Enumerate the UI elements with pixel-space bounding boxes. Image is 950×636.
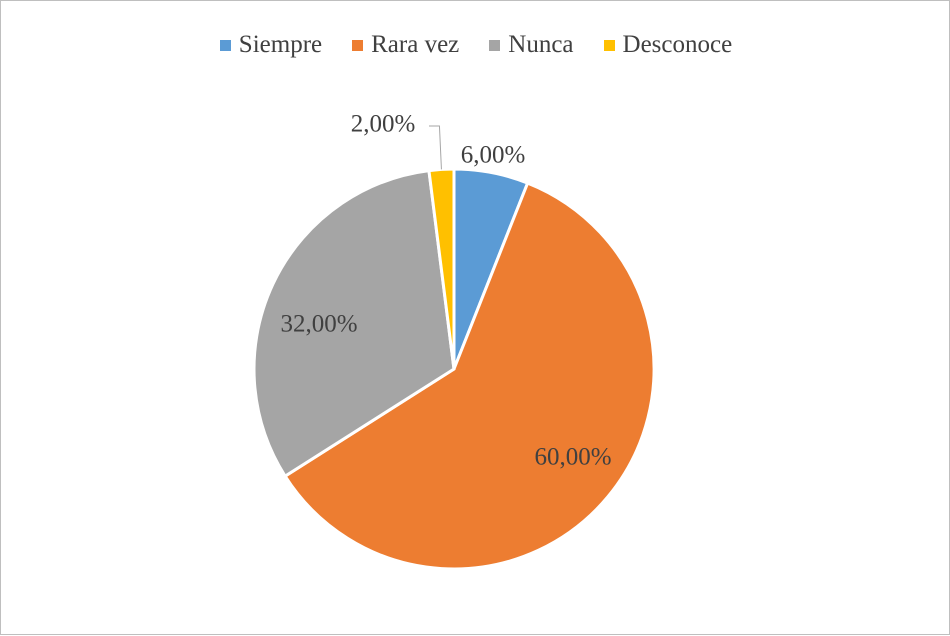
legend-label-siempre: Siempre — [238, 31, 323, 58]
leader-lines — [429, 125, 442, 170]
legend-label-desconoce: Desconoce — [622, 31, 733, 58]
pie-slice-nunca — [252, 168, 456, 479]
legend-item-desconoce: Desconoce — [603, 31, 733, 59]
legend-swatch-desconoce — [603, 39, 615, 51]
pie-slice-rara-vez — [283, 181, 656, 571]
legend-swatch-siempre — [219, 39, 231, 51]
pie-slices — [252, 167, 656, 571]
legend-item-nunca: Nunca — [489, 31, 574, 59]
data-label-siempre: 6,00% — [461, 142, 526, 169]
leader-line-desconoce — [429, 125, 442, 170]
data-labels: 6,00% 60,00% 32,00% 2,00% — [280, 111, 611, 471]
legend-swatch-rara-vez — [352, 39, 364, 51]
data-label-rara-vez: 60,00% — [534, 444, 611, 471]
legend: Siempre Rara vez Nunca Desconoce — [1, 31, 950, 59]
legend-item-siempre: Siempre — [219, 31, 323, 59]
legend-label-nunca: Nunca — [508, 31, 574, 58]
legend-swatch-nunca — [489, 39, 501, 51]
legend-item-rara-vez: Rara vez — [352, 31, 459, 59]
data-label-nunca: 32,00% — [280, 311, 357, 338]
data-label-desconoce: 2,00% — [351, 111, 416, 138]
legend-label-rara-vez: Rara vez — [371, 31, 460, 58]
